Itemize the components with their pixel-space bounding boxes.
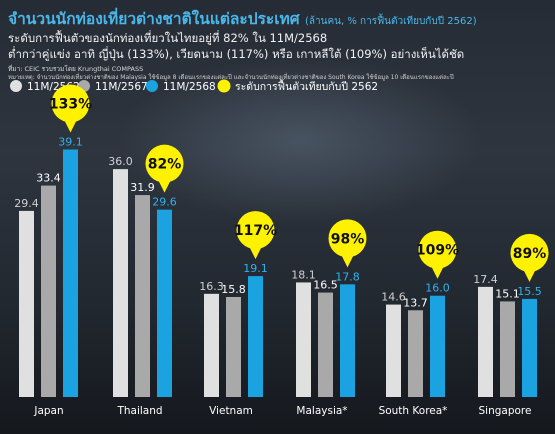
recovery-label-2: 117% bbox=[234, 223, 277, 239]
bar-2-1 bbox=[226, 296, 241, 397]
recovery-label-4: 109% bbox=[416, 243, 459, 259]
summary-line-2: ต่ำกว่าคู่แข่ง อาทิ ญี่ปุ่น (133%), เวีย… bbox=[8, 47, 465, 61]
recovery-bubbles: 133% 82% 117% 98% 109% 89% bbox=[49, 84, 549, 282]
category-label-2: Vietnam bbox=[209, 405, 253, 417]
bubble-1 bbox=[145, 144, 184, 183]
value-label-4-2: 16.0 bbox=[425, 282, 450, 295]
category-label-4: South Korea* bbox=[379, 405, 448, 417]
value-label-3-0: 18.1 bbox=[291, 268, 316, 281]
value-label-2-0: 16.3 bbox=[199, 280, 224, 293]
value-label-5-1: 15.1 bbox=[495, 287, 520, 300]
summary-line-1: ระดับการฟื้นตัวของนักท่องเที่ยวในไทยอยู่… bbox=[8, 31, 328, 45]
value-label-1-2: 29.6 bbox=[152, 196, 177, 209]
category-label-0: Japan bbox=[33, 405, 63, 417]
bar-4-0 bbox=[386, 304, 401, 397]
value-label-2-1: 15.8 bbox=[221, 283, 246, 296]
value-label-1-1: 31.9 bbox=[130, 181, 155, 194]
bar-1-2 bbox=[157, 209, 172, 397]
value-label-5-0: 17.4 bbox=[473, 273, 498, 286]
recovery-label-3: 98% bbox=[331, 231, 365, 247]
recovery-label-1: 82% bbox=[148, 157, 182, 173]
bar-5-0 bbox=[478, 286, 493, 397]
legend-label-recovery: ระดับการฟื้นตัวเทียบกับปี 2562 bbox=[235, 79, 378, 93]
recovery-label-0: 133% bbox=[49, 96, 92, 112]
value-label-3-1: 16.5 bbox=[313, 279, 338, 292]
category-labels: Japan Thailand Vietnam Malaysia* South Korea… bbox=[33, 405, 531, 417]
value-label-3-2: 17.8 bbox=[335, 270, 360, 283]
bar-5-1 bbox=[500, 301, 515, 397]
bubble-5 bbox=[510, 233, 549, 272]
bar-3-0 bbox=[296, 282, 311, 397]
value-label-2-2: 19.1 bbox=[243, 262, 268, 275]
legend: 11M/2562 11M/2567 11M/2568 ระดับการฟื้นตัวเ… bbox=[10, 79, 378, 93]
bar-0-0 bbox=[19, 210, 34, 397]
bar-4-2 bbox=[430, 295, 445, 397]
bar-3-2 bbox=[340, 284, 355, 397]
bar-5-2 bbox=[522, 298, 537, 397]
bar-4-1 bbox=[408, 310, 423, 397]
bubble-0 bbox=[51, 84, 90, 123]
bar-2-0 bbox=[204, 293, 219, 397]
value-label-0-2: 39.1 bbox=[58, 135, 83, 148]
value-label-5-2: 15.5 bbox=[517, 285, 542, 298]
bar-0-2 bbox=[63, 149, 78, 397]
value-label-4-1: 13.7 bbox=[403, 296, 428, 309]
category-label-5: Singapore bbox=[479, 405, 532, 417]
bar-0-1 bbox=[41, 185, 56, 397]
legend-swatch-recovery bbox=[217, 79, 231, 93]
value-label-0-1: 33.4 bbox=[36, 172, 61, 185]
legend-label-1: 11M/2567 bbox=[95, 81, 148, 93]
bar-2-2 bbox=[248, 276, 263, 397]
bar-1-1 bbox=[135, 195, 150, 397]
source-note: ที่มา: CEIC รวบรวมโดย Krungthai COMPASS bbox=[8, 65, 144, 73]
legend-label-2: 11M/2568 bbox=[163, 81, 216, 93]
value-label-0-0: 29.4 bbox=[14, 197, 39, 210]
bars: 29.4 33.4 39.1 36.0 31.9 29.6 16.315.8 19.1 18.1… bbox=[14, 135, 542, 397]
chart-title: จำนวนนักท่องเที่ยวต่างชาติในแต่ละประเทศ … bbox=[8, 10, 477, 28]
bubble-4 bbox=[418, 230, 457, 269]
bar-3-1 bbox=[318, 292, 333, 397]
value-label-4-0: 14.6 bbox=[381, 291, 406, 304]
bubble-3 bbox=[328, 219, 367, 258]
value-label-1-0: 36.0 bbox=[108, 155, 133, 168]
footnote: หมายเหตุ: จำนวนนักท่องเที่ยวต่างชาติของ … bbox=[8, 74, 454, 81]
category-label-1: Thailand bbox=[116, 405, 162, 417]
category-label-3: Malaysia* bbox=[296, 405, 347, 417]
legend-swatch-0 bbox=[10, 80, 22, 92]
legend-swatch-2 bbox=[146, 80, 158, 92]
chart-unit: (ล้านคน, % การฟื้นตัวเทียบกับปี 2562) bbox=[304, 16, 477, 27]
recovery-label-5: 89% bbox=[513, 246, 547, 262]
bubble-2 bbox=[236, 211, 275, 250]
bar-1-0 bbox=[113, 169, 128, 397]
